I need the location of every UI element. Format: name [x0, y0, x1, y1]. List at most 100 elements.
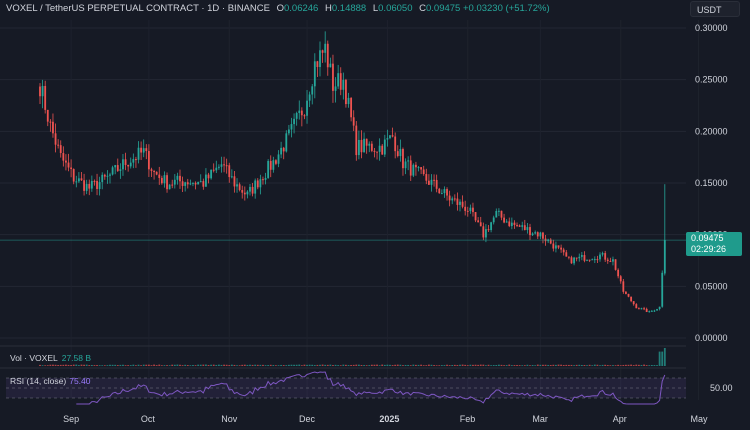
time-tick-label: Feb: [460, 414, 476, 424]
candle-body: [98, 182, 101, 189]
candle-body: [72, 169, 75, 182]
candle-body: [77, 178, 80, 182]
candle-body: [661, 272, 664, 307]
candle-body: [619, 276, 622, 282]
candle-body: [448, 195, 451, 201]
candle-body: [433, 179, 435, 181]
volume-bar: [342, 364, 345, 366]
candle-body: [383, 139, 386, 155]
volume-bar: [298, 364, 301, 366]
volume-bar: [295, 364, 298, 366]
volume-bar: [158, 364, 161, 366]
candle-body: [479, 222, 482, 227]
volume-bar: [443, 365, 446, 366]
volume-bar: [645, 365, 648, 366]
volume-bar: [637, 364, 640, 366]
candle-body: [93, 180, 96, 182]
candle-body: [451, 198, 454, 201]
candle-body: [505, 221, 508, 223]
volume-bar: [575, 364, 578, 366]
volume-bar: [604, 364, 607, 366]
rsi-title[interactable]: RSI (14, close): [10, 376, 67, 386]
price-tick-label: 0.30000: [695, 23, 728, 33]
rsi-axis-label: 50.00: [710, 383, 733, 393]
volume-bar: [332, 365, 334, 366]
currency-button[interactable]: USDT: [690, 1, 740, 17]
candle-body: [492, 217, 495, 223]
volume-bar: [316, 364, 319, 366]
candle-body: [593, 259, 596, 261]
symbol-legend: VOXEL / TetherUS PERPETUAL CONTRACT · 1D…: [6, 2, 550, 16]
volume-bar: [205, 364, 207, 366]
volume-bar: [464, 364, 467, 366]
candle-body: [124, 159, 127, 165]
candle-body: [251, 186, 254, 194]
candle-body: [246, 191, 249, 195]
time-axis[interactable]: Sep Oct Nov Dec 2025 Feb Mar Apr May: [63, 414, 708, 424]
volume-bar: [345, 364, 347, 366]
candle-body: [140, 147, 143, 153]
volume-bar: [49, 364, 52, 366]
volume-bar: [399, 364, 402, 366]
volume-bar: [319, 364, 321, 366]
volume-bar: [96, 365, 98, 366]
volume-bar: [378, 365, 381, 366]
candle-body: [609, 261, 612, 263]
candle-body: [487, 229, 490, 231]
volume-bar: [217, 364, 220, 366]
candle-body: [635, 304, 638, 309]
volume-bar: [129, 365, 132, 366]
symbol-title[interactable]: VOXEL / TetherUS PERPETUAL CONTRACT · 1D…: [6, 3, 270, 14]
candle-body: [254, 180, 257, 194]
volume-bar: [391, 365, 394, 366]
candle-body: [262, 179, 264, 181]
volume-bar: [661, 351, 664, 366]
volume-legend: Vol · VOXEL 27.58 B: [10, 353, 91, 363]
volume-bar: [67, 364, 70, 366]
volume-bar: [259, 364, 262, 366]
candle-body: [256, 180, 259, 188]
rsi-value: 75.40: [69, 376, 91, 386]
volume-bar: [230, 364, 233, 366]
low-value: 0.06050: [378, 3, 413, 14]
candle-body: [163, 175, 166, 184]
candle-body: [259, 179, 262, 188]
candle-body: [80, 178, 83, 181]
volume-bar: [573, 365, 575, 366]
candle-body: [531, 233, 534, 236]
candle-body: [46, 109, 49, 122]
candle-body: [402, 149, 404, 169]
volume-bar: [565, 364, 568, 366]
candle-body: [326, 43, 329, 68]
volume-bar: [80, 364, 83, 366]
candle-body: [648, 311, 651, 313]
time-tick-label: May: [691, 414, 709, 424]
candle-body: [49, 121, 52, 123]
candle-body: [360, 139, 363, 153]
volume-bar: [560, 364, 563, 366]
close-label: C: [419, 3, 426, 14]
volume-bar: [513, 365, 516, 366]
price-axis[interactable]: 0.300000.250000.200000.150000.100000.050…: [695, 23, 728, 343]
volume-bar: [503, 365, 505, 366]
candle-body: [275, 160, 277, 164]
volume-bar: [412, 364, 415, 366]
volume-title[interactable]: Vol · VOXEL: [10, 353, 58, 363]
candle-body: [171, 184, 174, 186]
candle-body: [601, 253, 604, 255]
volume-bar: [189, 365, 192, 366]
candlestick-series: [39, 31, 666, 313]
close-value: 0.09475: [426, 3, 461, 14]
volume-bar: [72, 364, 75, 366]
volume-bar: [88, 365, 91, 366]
candle-body: [249, 186, 251, 192]
volume-bar: [383, 364, 386, 366]
volume-bar: [114, 364, 117, 366]
volume-bar: [627, 364, 630, 366]
candle-body: [578, 256, 581, 259]
volume-bar: [321, 364, 324, 366]
volume-bar: [534, 365, 537, 366]
candle-body: [663, 240, 666, 274]
candle-body: [114, 165, 117, 168]
